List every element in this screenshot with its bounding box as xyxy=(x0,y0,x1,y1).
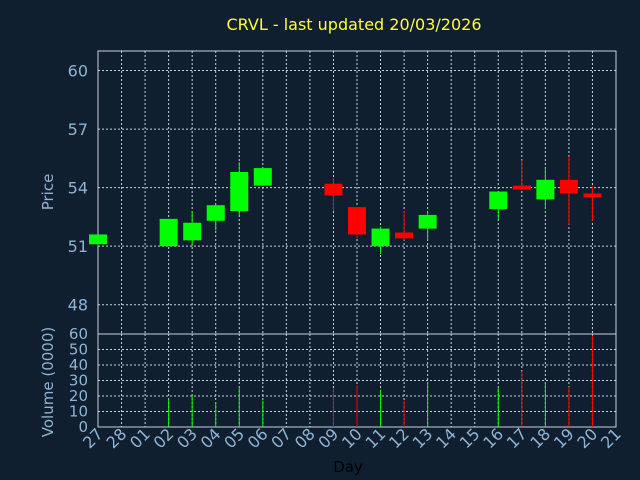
x-tick-label: 21 xyxy=(597,424,625,452)
volume-tick-label: 60 xyxy=(69,325,88,343)
price-tick-label: 60 xyxy=(68,62,88,81)
candle-body xyxy=(89,234,107,245)
volume-tick-label: 10 xyxy=(69,403,88,421)
volume-tick-label: 20 xyxy=(69,387,88,405)
candle-body xyxy=(583,193,602,198)
candle-body xyxy=(536,179,555,200)
price-panel: 48 51 54 57 60 xyxy=(68,50,617,335)
chart-title: CRVL - last updated 20/03/2026 xyxy=(227,15,482,34)
candle-body xyxy=(512,185,531,190)
candle-body xyxy=(159,218,178,247)
candle-body xyxy=(183,222,202,241)
price-tick-label: 54 xyxy=(68,179,88,198)
candle-body xyxy=(348,207,366,235)
volume-tick-label: 30 xyxy=(69,372,88,390)
volume-axis-label: Volume (0000) xyxy=(39,327,57,437)
candle-body xyxy=(489,191,508,210)
candle-body xyxy=(324,183,343,196)
volume-panel: 0102030405060272801020304050607080910111… xyxy=(69,325,625,452)
x-axis-label: Day xyxy=(333,458,363,476)
price-tick-label: 57 xyxy=(68,120,88,139)
candle-body xyxy=(253,168,272,186)
volume-tick-label: 40 xyxy=(69,356,88,374)
candle-body xyxy=(371,228,390,247)
candle-body xyxy=(559,179,578,194)
candle-body xyxy=(395,232,414,239)
price-axis-label: Price xyxy=(39,174,57,211)
candle-body xyxy=(206,205,225,221)
volume-tick-label: 50 xyxy=(69,341,88,359)
price-tick-label: 51 xyxy=(68,237,88,256)
price-tick-label: 48 xyxy=(68,296,88,315)
candle-body xyxy=(418,214,437,229)
volume-tick-label: 0 xyxy=(78,418,88,436)
candle-body xyxy=(230,172,249,212)
